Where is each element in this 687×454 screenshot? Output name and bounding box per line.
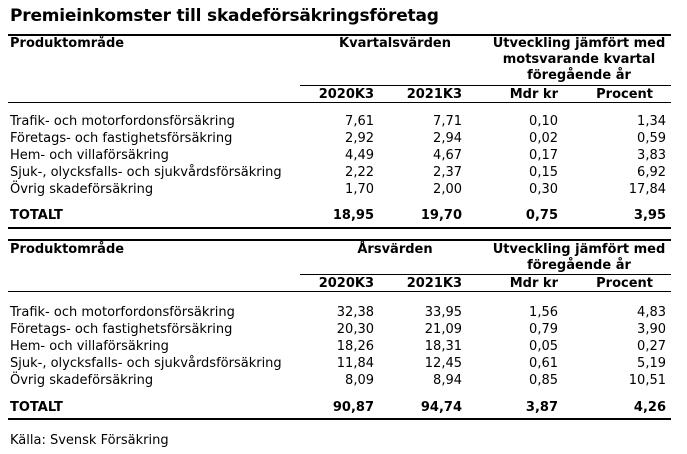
row-value-mdr: 0,05 xyxy=(529,339,558,354)
row-value-2020: 32,38 xyxy=(336,305,374,320)
row-value-mdr: 0,79 xyxy=(529,322,558,337)
row-value-2020: 11,84 xyxy=(336,356,374,371)
col-header-year1: 2020K3 xyxy=(318,276,374,291)
row-label: Trafik- och motorfordonsförsäkring xyxy=(10,305,235,320)
total-value-pct: 4,26 xyxy=(633,400,666,415)
page-title: Premieinkomster till skadeförsäkringsför… xyxy=(10,6,439,26)
total-value-2020: 90,87 xyxy=(332,400,374,415)
header-bottom-rule xyxy=(8,102,671,103)
col-header-values: Årsvärden xyxy=(357,242,433,257)
col-header-mdr: Mdr kr xyxy=(509,87,558,102)
row-value-mdr: 0,02 xyxy=(529,131,558,146)
row-value-2021: 18,31 xyxy=(424,339,462,354)
col-header-product: Produktområde xyxy=(10,242,125,257)
table-bottom-rule xyxy=(8,418,671,420)
col-header-mdr: Mdr kr xyxy=(509,276,558,291)
col-header-change-line3: föregående år xyxy=(527,68,631,83)
col-header-year2: 2021K3 xyxy=(406,87,462,102)
row-label: Övrig skadeförsäkring xyxy=(10,182,154,197)
table-bottom-rule xyxy=(8,227,671,229)
row-label: Företags- och fastighetsförsäkring xyxy=(10,131,233,146)
row-value-pct: 17,84 xyxy=(628,182,666,197)
table-top-rule xyxy=(8,239,671,241)
row-value-mdr: 0,17 xyxy=(529,148,558,163)
col-header-year2: 2021K3 xyxy=(406,276,462,291)
col-header-product: Produktområde xyxy=(10,36,125,51)
row-label: Övrig skadeförsäkring xyxy=(10,373,154,388)
row-label: Hem- och villaförsäkring xyxy=(10,339,169,354)
header-bottom-rule xyxy=(8,291,671,292)
row-value-2020: 7,61 xyxy=(345,114,374,129)
row-label: Företags- och fastighetsförsäkring xyxy=(10,322,233,337)
subheader-rule xyxy=(300,274,671,275)
total-label: TOTALT xyxy=(10,208,63,223)
col-header-year1: 2020K3 xyxy=(318,87,374,102)
row-value-pct: 10,51 xyxy=(628,373,666,388)
row-value-pct: 3,90 xyxy=(637,322,666,337)
col-header-values: Kvartalsvärden xyxy=(339,36,451,51)
row-value-2021: 2,94 xyxy=(433,131,462,146)
total-value-2021: 19,70 xyxy=(420,208,462,223)
source-note: Källa: Svensk Försäkring xyxy=(10,433,169,448)
row-value-2021: 21,09 xyxy=(424,322,462,337)
row-value-2020: 2,92 xyxy=(345,131,374,146)
col-header-pct: Procent xyxy=(596,87,653,102)
row-value-mdr: 0,10 xyxy=(529,114,558,129)
row-value-pct: 1,34 xyxy=(637,114,666,129)
row-label: Sjuk-, olycksfalls- och sjukvårdsförsäkr… xyxy=(10,356,282,371)
row-value-2021: 12,45 xyxy=(424,356,462,371)
row-value-2020: 18,26 xyxy=(336,339,374,354)
total-label: TOTALT xyxy=(10,400,63,415)
table-top-rule xyxy=(8,34,671,36)
col-header-pct: Procent xyxy=(596,276,653,291)
row-value-pct: 0,27 xyxy=(637,339,666,354)
row-value-pct: 5,19 xyxy=(637,356,666,371)
total-value-2020: 18,95 xyxy=(332,208,374,223)
row-value-pct: 4,83 xyxy=(637,305,666,320)
row-value-mdr: 0,30 xyxy=(529,182,558,197)
col-header-change-line1: Utveckling jämfört med xyxy=(492,36,666,51)
total-value-2021: 94,74 xyxy=(420,400,462,415)
subheader-rule xyxy=(300,85,671,86)
row-value-2021: 2,37 xyxy=(433,165,462,180)
row-value-2020: 1,70 xyxy=(345,182,374,197)
col-header-change-line2: motsvarande kvartal xyxy=(502,52,656,67)
row-value-2020: 2,22 xyxy=(345,165,374,180)
row-value-mdr: 0,61 xyxy=(529,356,558,371)
row-value-2020: 4,49 xyxy=(345,148,374,163)
col-header-change-line2: föregående år xyxy=(527,258,631,273)
total-value-mdr: 3,87 xyxy=(525,400,558,415)
row-value-2020: 8,09 xyxy=(345,373,374,388)
total-value-mdr: 0,75 xyxy=(525,208,558,223)
row-value-pct: 3,83 xyxy=(637,148,666,163)
col-header-change-line1: Utveckling jämfört med xyxy=(492,242,666,257)
row-label: Sjuk-, olycksfalls- och sjukvårdsförsäkr… xyxy=(10,165,282,180)
total-value-pct: 3,95 xyxy=(633,208,666,223)
row-value-mdr: 1,56 xyxy=(529,305,558,320)
row-value-mdr: 0,85 xyxy=(529,373,558,388)
row-value-2021: 2,00 xyxy=(433,182,462,197)
row-value-2021: 4,67 xyxy=(433,148,462,163)
row-value-pct: 0,59 xyxy=(637,131,666,146)
row-value-pct: 6,92 xyxy=(637,165,666,180)
row-value-mdr: 0,15 xyxy=(529,165,558,180)
row-value-2020: 20,30 xyxy=(336,322,374,337)
row-label: Trafik- och motorfordonsförsäkring xyxy=(10,114,235,129)
row-value-2021: 7,71 xyxy=(433,114,462,129)
row-value-2021: 33,95 xyxy=(424,305,462,320)
row-value-2021: 8,94 xyxy=(433,373,462,388)
row-label: Hem- och villaförsäkring xyxy=(10,148,169,163)
